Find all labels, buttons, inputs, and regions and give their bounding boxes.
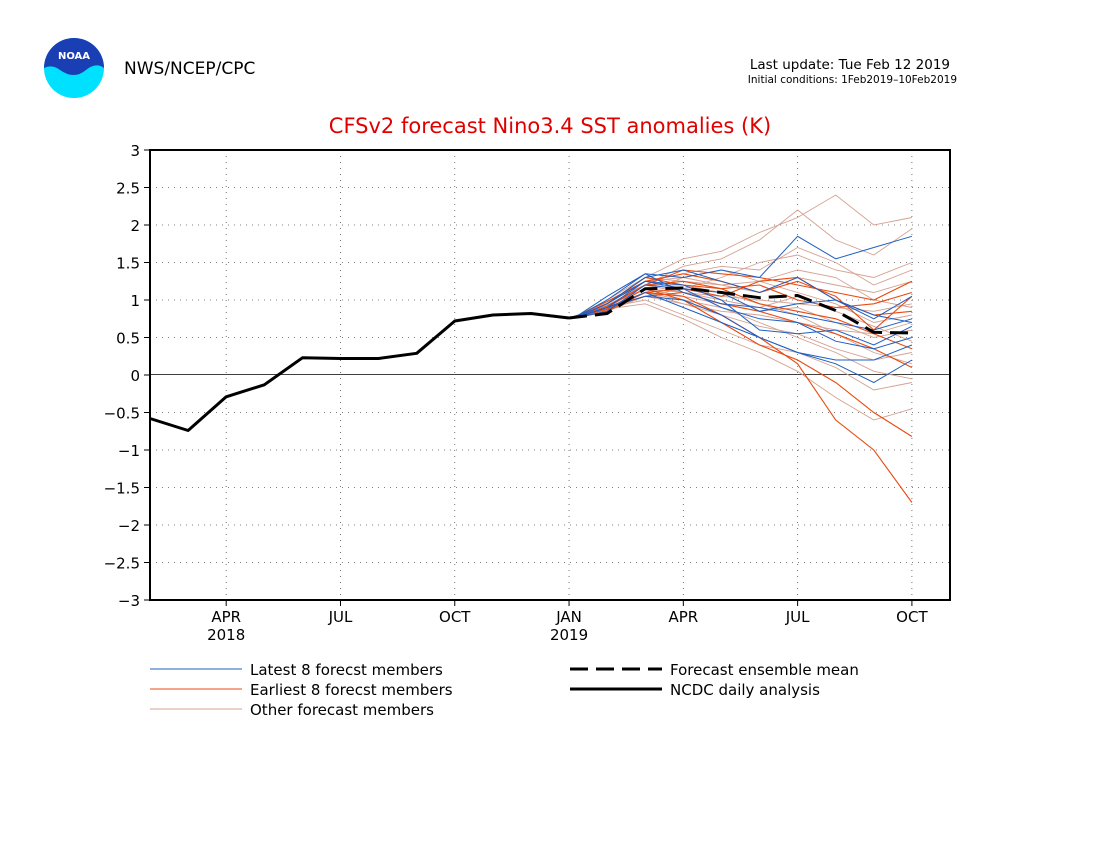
grid-layer bbox=[150, 150, 950, 600]
y-tick-label: 3 bbox=[130, 142, 140, 160]
y-tick-label: 2.5 bbox=[116, 180, 140, 198]
y-tick-label: 2 bbox=[130, 217, 140, 235]
forecast-member-line-latest bbox=[568, 273, 913, 331]
y-tick-label: 1 bbox=[130, 292, 140, 310]
legend-label-observed: NCDC daily analysis bbox=[670, 681, 820, 699]
forecast-members bbox=[568, 194, 913, 503]
x-tick-label: JAN bbox=[555, 608, 582, 626]
x-tick-label: OCT bbox=[896, 608, 928, 626]
y-tick-label: 0 bbox=[130, 367, 140, 385]
ensemble-mean-line bbox=[568, 286, 912, 335]
legend: Latest 8 forecst members Earliest 8 fore… bbox=[150, 661, 859, 719]
x-tick-label: JUL bbox=[785, 608, 810, 626]
plot-frame bbox=[149, 149, 951, 601]
y-tick-label: −2 bbox=[118, 517, 140, 535]
y-tick-label: −1 bbox=[118, 442, 140, 460]
tick-layer bbox=[144, 149, 913, 606]
chart-title: CFSv2 forecast Nino3.4 SST anomalies (K) bbox=[328, 114, 772, 138]
forecast-member-line-earliest bbox=[568, 291, 913, 503]
x-tick-label: JUL bbox=[328, 608, 353, 626]
last-update-text: Last update: Tue Feb 12 2019 bbox=[749, 57, 950, 73]
y-tick-label: 0.5 bbox=[116, 330, 140, 348]
legend-label-earliest: Earliest 8 forecst members bbox=[250, 681, 453, 699]
initial-conditions-text: Initial conditions: 1Feb2019–10Feb2019 bbox=[747, 74, 957, 86]
legend-label-other: Other forecast members bbox=[250, 701, 434, 719]
forecast-member-line-latest bbox=[568, 295, 913, 361]
y-tick-labels: 3 2.5 2 1.5 1 0.5 0 −0.5 −1 −1.5 −2 −2.5 −3 bbox=[104, 142, 140, 610]
org-label: NWS/NCEP/CPC bbox=[124, 59, 256, 79]
x-tick-label: APR bbox=[211, 608, 241, 626]
x-tick-label: APR bbox=[668, 608, 698, 626]
x-tick-label: OCT bbox=[439, 608, 471, 626]
observed-analysis-line bbox=[149, 312, 570, 432]
y-tick-label: −3 bbox=[118, 592, 140, 610]
main-lines bbox=[149, 286, 912, 432]
y-tick-label: −2.5 bbox=[104, 555, 140, 573]
y-tick-label: −1.5 bbox=[104, 480, 140, 498]
noaa-logo-text: NOAA bbox=[58, 51, 90, 62]
forecast-member-line-latest bbox=[568, 280, 913, 350]
forecast-member-line-earliest bbox=[568, 280, 913, 350]
noaa-logo: NOAA bbox=[44, 38, 104, 98]
x-year-label: 2018 bbox=[207, 626, 245, 644]
legend-label-mean: Forecast ensemble mean bbox=[670, 661, 859, 679]
legend-label-latest: Latest 8 forecst members bbox=[250, 661, 443, 679]
y-tick-label: 1.5 bbox=[116, 255, 140, 273]
y-tick-label: −0.5 bbox=[104, 405, 140, 423]
x-year-label: 2019 bbox=[550, 626, 588, 644]
forecast-member-line-latest bbox=[568, 235, 913, 319]
forecast-member-line-earliest bbox=[568, 288, 913, 437]
